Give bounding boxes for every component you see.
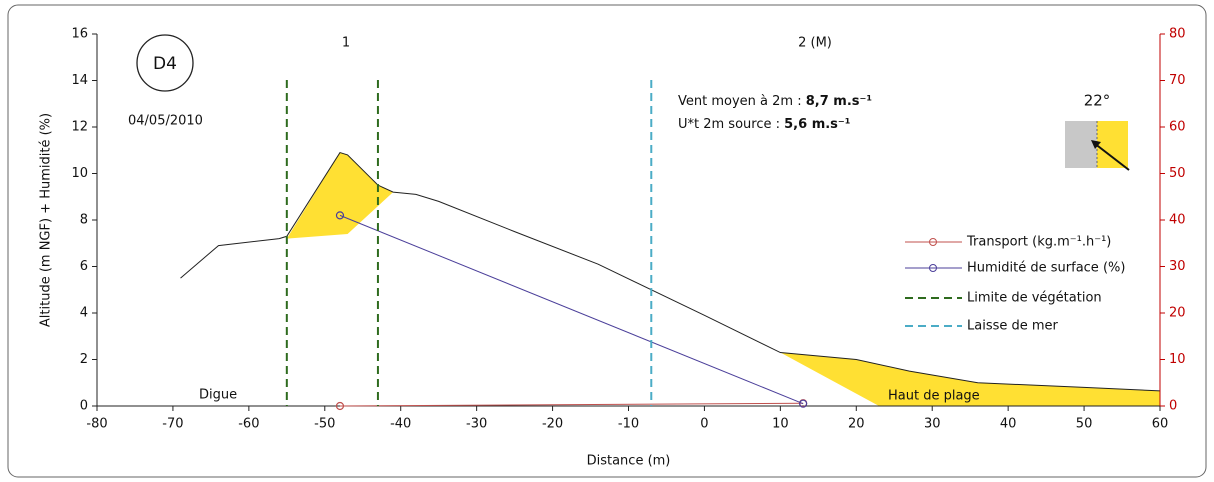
x-tick-label: -70 [162,417,183,432]
y-tick-label: 8 [80,213,88,228]
y-tick-label: 2 [80,352,88,367]
y-axis-label: Altitude (m NGF) + Humidité (%) [39,113,54,327]
zone-label: 1 [342,36,350,51]
sand-area [780,352,1160,406]
legend-label: Limite de végétation [967,291,1102,306]
y-tick-label: 12 [71,120,88,135]
x-tick-label: -80 [86,417,107,432]
y2-tick-label: 0 [1169,399,1177,414]
y-tick-label: 14 [71,73,88,88]
x-tick-label: 50 [1076,417,1093,432]
legend-label: Transport (kg.m⁻¹.h⁻¹) [966,235,1111,250]
x-tick-label: -10 [618,417,639,432]
legend-marker [929,238,937,246]
y-tick-label: 0 [80,399,88,414]
x-tick-label: 0 [700,417,708,432]
plot-area: -80 -70 -60 -50 -40 -30 -20 -10 0 10 20 30 40 50 60024… [39,27,1186,469]
y2-tick-label: 10 [1169,352,1186,367]
x-tick-label: 30 [924,417,941,432]
y2-tick-label: 70 [1169,73,1186,88]
y2-tick-label: 50 [1169,166,1186,181]
y2-tick-label: 20 [1169,306,1186,321]
series-line [339,214,804,405]
threshold-label: U*t 2m source : [678,117,784,132]
x-tick-label: 40 [1000,417,1017,432]
wind-label: Vent moyen à 2m : [678,94,806,109]
x-tick-label: -50 [314,417,335,432]
y2-tick-label: 60 [1169,120,1186,135]
x-tick-label: 10 [772,417,789,432]
x-tick-label: -20 [542,417,563,432]
threshold-value: 5,6 m.s⁻¹ [784,117,850,132]
series-point [799,399,808,408]
legend-label: Laisse de mer [967,319,1059,334]
x-tick-label: -40 [390,417,411,432]
wind: Vent moyen à 2m : 8,7 m.s⁻¹ [678,94,872,109]
station-circle [136,34,194,92]
x-axis-label: Distance (m) [587,454,671,469]
station: D4 [153,54,177,74]
series-line [339,402,804,407]
series-point [335,401,345,411]
date: 04/05/2010 [128,114,203,129]
y-tick-label: 4 [80,306,88,321]
beach-label: Haut de plage [888,389,980,404]
compass-arrowhead [1091,140,1101,149]
x-tick-label: -60 [238,417,259,432]
angle: 22° [1084,92,1111,110]
y2-tick-label: 40 [1169,213,1186,228]
wind-value: 8,7 m.s⁻¹ [806,94,872,109]
compass-arrow [1093,142,1130,171]
y2-tick-label: 80 [1169,27,1186,42]
frame [7,4,1207,478]
y-tick-label: 6 [80,259,88,274]
legend-label: Humidité de surface (%) [967,261,1125,276]
x-tick-label: 20 [848,417,865,432]
compass-right [1097,121,1128,168]
threshold: U*t 2m source : 5,6 m.s⁻¹ [678,117,850,132]
compass-left [1065,121,1097,168]
y2-tick-label: 30 [1169,259,1186,274]
y-tick-label: 10 [71,166,88,181]
series-point [335,211,345,220]
x-tick-label: 60 [1152,417,1169,432]
x-tick-label: -30 [466,417,487,432]
legend-marker [929,264,937,272]
digue-label: Digue [199,388,237,403]
zone-label: 2 (M) [798,36,832,51]
y-tick-label: 16 [71,27,88,42]
